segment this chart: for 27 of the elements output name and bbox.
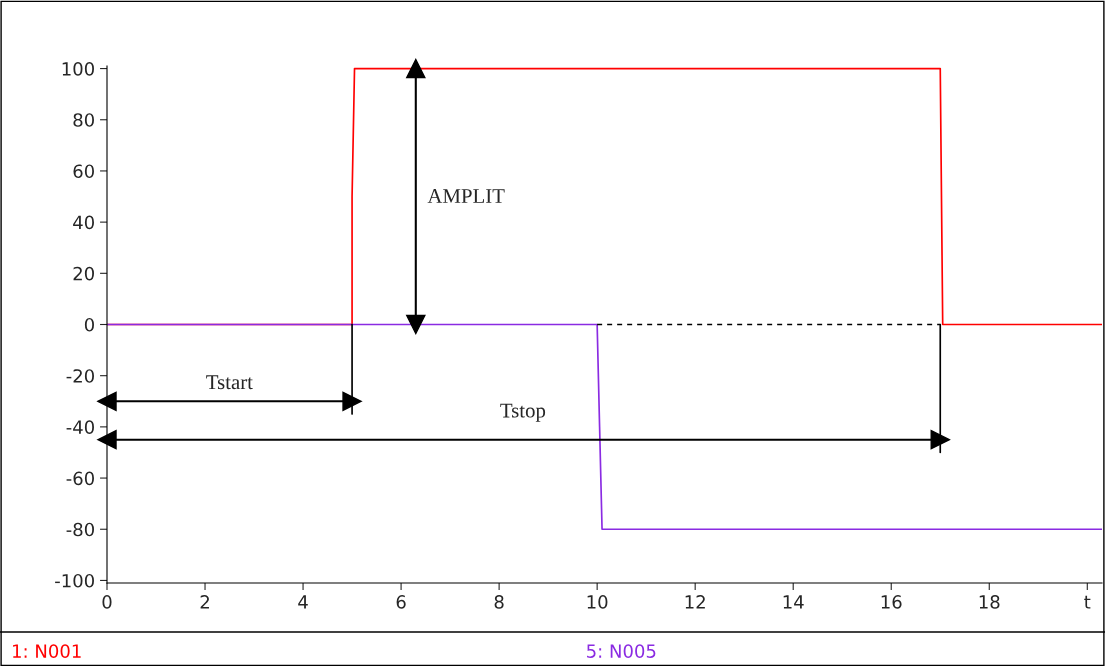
x-tick-label: 18 <box>979 595 1000 609</box>
annotation: AMPLIT <box>427 189 505 203</box>
y-tick-label: 20 <box>73 266 94 281</box>
x-tick-label: 8 <box>494 595 504 609</box>
y-tick-label: 40 <box>73 215 94 230</box>
annotation: Tstart <box>206 375 253 390</box>
y-tick-label: 80 <box>73 113 94 127</box>
x-tick-label: 10 <box>587 595 608 609</box>
x-tick-label: 16 <box>881 595 902 609</box>
y-tick-label: -80 <box>66 522 94 537</box>
x-tick-label: 6 <box>396 595 406 609</box>
annotation: Tstop <box>500 403 546 422</box>
x-tick-label: 2 <box>200 595 209 609</box>
x-tick-label: 12 <box>685 595 705 609</box>
y-tick-label: 60 <box>73 164 94 179</box>
y-tick-label: 0 <box>84 317 94 332</box>
y-tick-label: -60 <box>66 471 94 486</box>
text: 1: N001 <box>13 644 81 658</box>
x-tick-label: 0 <box>102 595 112 609</box>
y-tick-label: -40 <box>66 420 94 434</box>
y-tick-label: -20 <box>66 369 94 383</box>
text: 5: N005 <box>587 644 656 658</box>
x-tick-label: t <box>1084 595 1091 609</box>
x-tick-label: 14 <box>783 595 804 609</box>
y-tick-label: 100 <box>62 62 94 76</box>
x-tick-label: 4 <box>298 595 308 609</box>
y-tick-label: -100 <box>55 573 94 588</box>
